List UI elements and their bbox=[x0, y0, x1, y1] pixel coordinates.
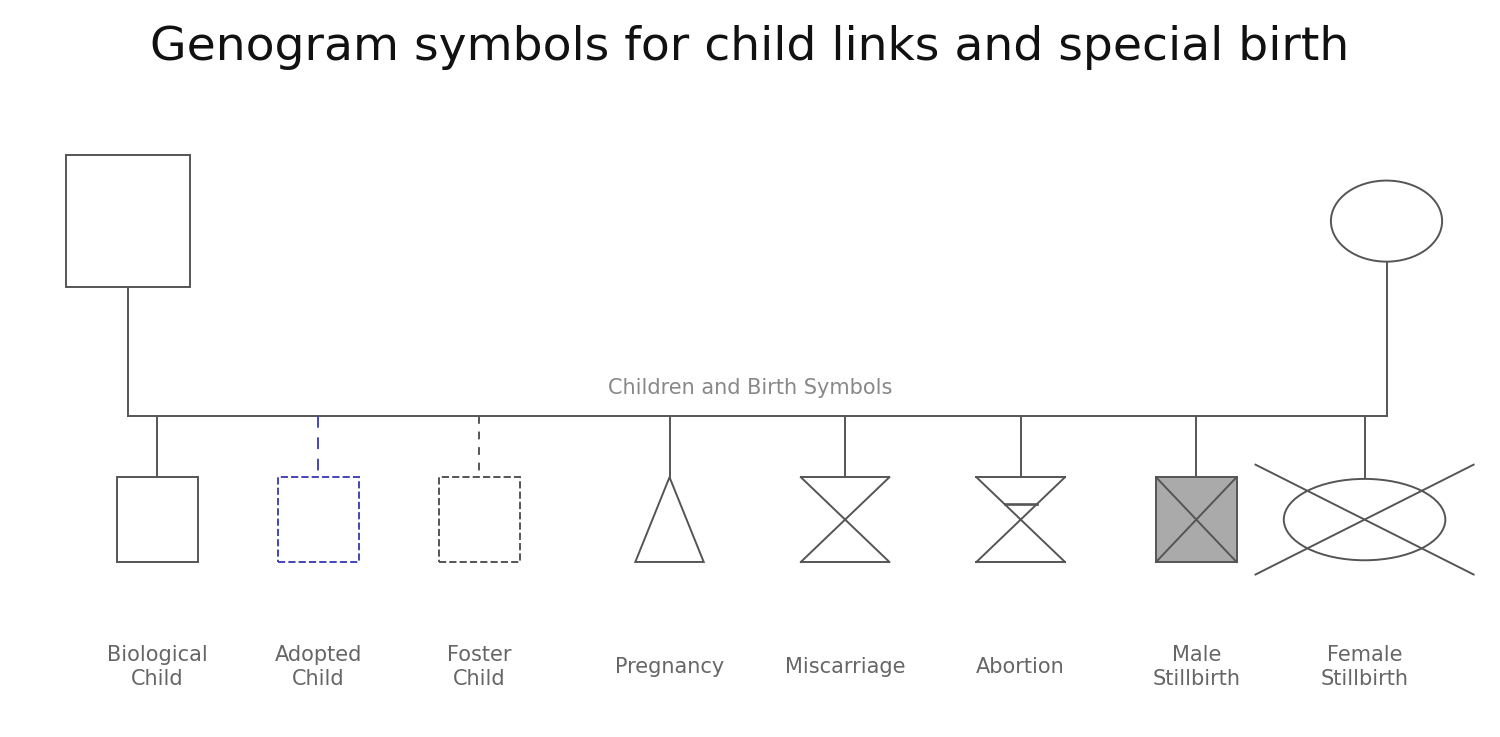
Text: Children and Birth Symbols: Children and Birth Symbols bbox=[608, 378, 892, 398]
Circle shape bbox=[1284, 479, 1446, 560]
Bar bbox=[278, 478, 358, 562]
Text: Male
Stillbirth: Male Stillbirth bbox=[1152, 646, 1240, 688]
Ellipse shape bbox=[1330, 181, 1442, 262]
Text: Biological
Child: Biological Child bbox=[106, 646, 208, 688]
Bar bbox=[440, 478, 519, 562]
Text: Miscarriage: Miscarriage bbox=[784, 657, 906, 677]
Text: Genogram symbols for child links and special birth: Genogram symbols for child links and spe… bbox=[150, 25, 1350, 71]
Text: Adopted
Child: Adopted Child bbox=[274, 646, 362, 688]
Text: Pregnancy: Pregnancy bbox=[615, 657, 724, 677]
Text: Female
Stillbirth: Female Stillbirth bbox=[1320, 646, 1408, 688]
Text: Foster
Child: Foster Child bbox=[447, 646, 512, 688]
Polygon shape bbox=[636, 478, 704, 562]
Bar bbox=[1156, 478, 1236, 562]
Bar bbox=[66, 155, 190, 287]
Bar bbox=[117, 478, 198, 562]
Text: Abortion: Abortion bbox=[976, 657, 1065, 677]
